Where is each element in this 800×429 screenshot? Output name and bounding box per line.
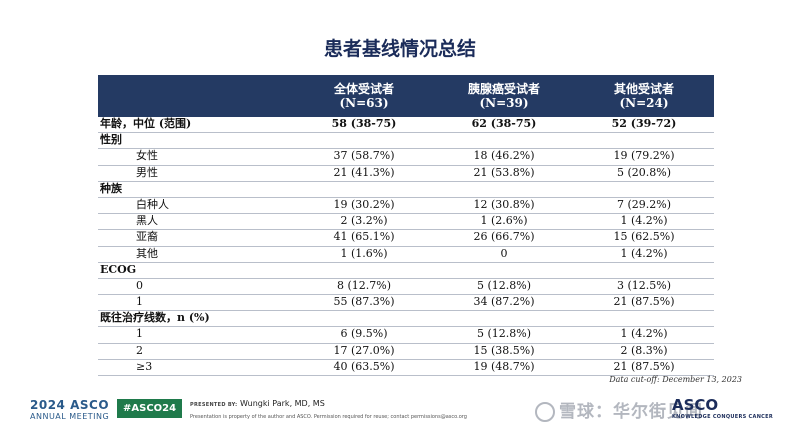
row-label: 白种人 (136, 197, 169, 211)
row-label: 1 (136, 295, 143, 309)
row-label: 年龄，中位 (范围) (100, 117, 192, 130)
row-value: 19 (79.2%) (613, 149, 675, 163)
row-value: 21 (87.5%) (613, 359, 675, 373)
row-label: ≥3 (136, 359, 153, 373)
row-value: 15 (62.5%) (613, 230, 675, 244)
row-value: 1 (1.6%) (340, 246, 388, 260)
copyright-notice: Presentation is property of the author a… (190, 414, 467, 420)
watermark: 雪球：华尔街见闻 (535, 397, 703, 422)
table-header: 全体受试者 (N=63) 胰腺癌受试者 (N=39) 其他受试者 (N=24) (98, 75, 714, 117)
row-value: 55 (87.3%) (333, 295, 395, 309)
presenter-name: Wungki Park, MD, MS (240, 399, 325, 408)
row-label: 其他 (136, 246, 158, 260)
row-value: 1 (4.2%) (620, 327, 668, 341)
row-label: 既往治疗线数，n (%) (100, 311, 210, 325)
row-label: ECOG (100, 262, 137, 276)
slide-title: 患者基线情况总结 (323, 38, 476, 60)
row-value (294, 263, 434, 278)
presenter-label: PRESENTED BY: (190, 402, 238, 408)
row-value (434, 133, 574, 148)
row-value: 1 (4.2%) (620, 214, 668, 228)
hashtag-badge: #ASCO24 (117, 399, 183, 418)
row-value (434, 263, 574, 278)
row-value: 41 (65.1%) (333, 230, 395, 244)
row-value: 5 (20.8%) (616, 165, 672, 179)
row-value: 3 (12.5%) (616, 278, 672, 292)
row-label: 1 (136, 327, 143, 341)
table-row: 亚裔 41 (65.1%) 26 (66.7%) 15 (62.5%) (98, 230, 714, 247)
header-empty-cell (98, 75, 294, 117)
slide-footer: 2024 ASCO ANNUAL MEETING #ASCO24 PRESENT… (0, 395, 800, 429)
header-all-subjects: 全体受试者 (N=63) (333, 82, 394, 110)
row-label: 女性 (136, 149, 158, 163)
row-value (574, 182, 714, 197)
table-row: ECOG (98, 263, 714, 279)
table-body: 年龄，中位 (范围) 58 (38-75) 62 (38-75) 52 (39-72)… (98, 117, 714, 376)
row-value (574, 311, 714, 326)
baseline-table: 全体受试者 (N=63) 胰腺癌受试者 (N=39) 其他受试者 (N=24) … (98, 75, 714, 376)
row-value (574, 133, 714, 148)
table-row: 1 6 (9.5%) 5 (12.8%) 1 (4.2%) (98, 327, 714, 344)
row-value: 26 (66.7%) (473, 230, 535, 244)
row-value: 21 (41.3%) (333, 165, 395, 179)
table-row: 其他 1 (1.6%) 0 1 (4.2%) (98, 247, 714, 263)
row-value: 17 (27.0%) (333, 343, 395, 357)
data-cutoff-note: Data cut-off: December 13, 2023 (609, 375, 742, 384)
row-value: 12 (30.8%) (473, 197, 535, 211)
row-value: 40 (63.5%) (333, 359, 395, 373)
header-other-subjects: 其他受试者 (N=24) (613, 82, 674, 110)
row-value: 21 (53.8%) (473, 165, 535, 179)
row-value: 15 (38.5%) (473, 343, 535, 357)
presenter-line: PRESENTED BY: Wungki Park, MD, MS (190, 399, 325, 408)
row-label: 男性 (136, 165, 158, 179)
table-row: 1 55 (87.3%) 34 (87.2%) 21 (87.5%) (98, 295, 714, 312)
row-value: 18 (46.2%) (473, 149, 535, 163)
table-row: 黑人 2 (3.2%) 1 (2.6%) 1 (4.2%) (98, 214, 714, 231)
row-value: 5 (12.8%) (476, 327, 532, 341)
row-value: 19 (48.7%) (473, 359, 535, 373)
row-value: 7 (29.2%) (616, 197, 672, 211)
row-value: 1 (2.6%) (480, 214, 528, 228)
table-row: 性别 (98, 133, 714, 150)
row-value: 19 (30.2%) (333, 197, 395, 211)
asco-annual-meeting-logo: 2024 ASCO ANNUAL MEETING (30, 398, 110, 421)
row-value: 2 (3.2%) (340, 214, 388, 228)
row-label: 亚裔 (136, 230, 158, 244)
row-value (574, 263, 714, 278)
row-value: 2 (8.3%) (620, 343, 668, 357)
table-row: 2 17 (27.0%) 15 (38.5%) 2 (8.3%) (98, 344, 714, 360)
row-value: 1 (4.2%) (620, 246, 668, 260)
row-label: 2 (136, 343, 143, 357)
row-value: 21 (87.5%) (613, 295, 675, 309)
row-value: 58 (38-75) (331, 117, 397, 130)
table-row: 既往治疗线数，n (%) (98, 311, 714, 328)
row-value: 0 (500, 246, 508, 260)
row-value (294, 311, 434, 326)
row-value (434, 311, 574, 326)
row-value (294, 182, 434, 197)
header-pancreatic-subjects: 胰腺癌受试者 (N=39) (467, 82, 540, 110)
table-row: 白种人 19 (30.2%) 12 (30.8%) 7 (29.2%) (98, 197, 714, 215)
row-label: 0 (136, 278, 143, 292)
snowball-icon (535, 402, 555, 422)
row-value: 62 (38-75) (471, 117, 537, 130)
row-value: 8 (12.7%) (336, 278, 392, 292)
row-label: 性别 (100, 133, 122, 147)
asco-logo: ASCO KNOWLEDGE CONQUERS CANCER (672, 396, 774, 420)
row-value: 34 (87.2%) (473, 295, 535, 309)
table-row: 年龄，中位 (范围) 58 (38-75) 62 (38-75) 52 (39-72) (98, 117, 714, 134)
table-row: 种族 (98, 182, 714, 198)
table-row: 女性 37 (58.7%) 18 (46.2%) 19 (79.2%) (98, 149, 714, 166)
row-label: 黑人 (136, 214, 158, 228)
row-value: 37 (58.7%) (333, 149, 395, 163)
row-label: 种族 (100, 181, 122, 195)
row-value: 5 (12.8%) (476, 278, 532, 292)
table-row: 男性 21 (41.3%) 21 (53.8%) 5 (20.8%) (98, 166, 714, 182)
row-value (294, 133, 434, 148)
table-row: 0 8 (12.7%) 5 (12.8%) 3 (12.5%) (98, 278, 714, 296)
table-row: ≥3 40 (63.5%) 19 (48.7%) 21 (87.5%) (98, 360, 714, 376)
row-value (434, 182, 574, 197)
row-value: 6 (9.5%) (340, 327, 388, 341)
row-value: 52 (39-72) (611, 117, 677, 130)
